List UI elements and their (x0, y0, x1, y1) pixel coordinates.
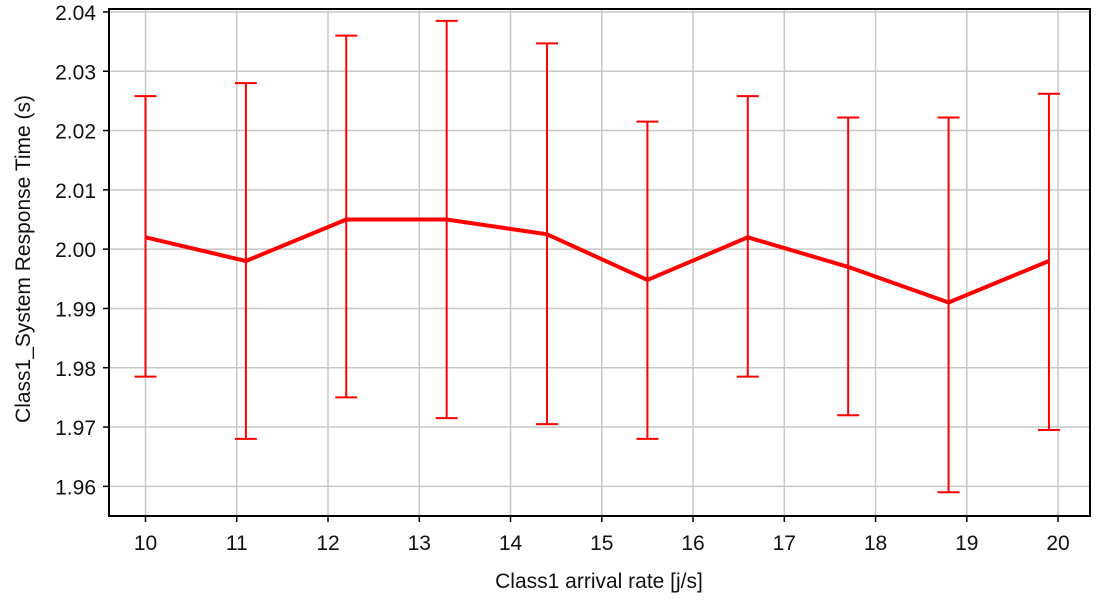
plot-area-frame (108, 8, 1091, 517)
y-axis-label: Class1_System Response Time (s) (12, 95, 35, 423)
x-tick-label: 19 (955, 532, 978, 555)
y-tick-label: 1.98 (55, 358, 96, 381)
x-tick-label: 15 (590, 532, 613, 555)
x-tick-label: 12 (316, 532, 339, 555)
x-tick-label: 13 (408, 532, 431, 555)
y-tick-label: 2.01 (55, 180, 96, 203)
series-line (145, 217, 1050, 305)
x-tick-label: 14 (499, 532, 523, 555)
axis-ticks: 10 11 12 13 14 15 16 17 18 19 20 1.96 1.97 1.98 1.99 2.… (55, 2, 1070, 555)
x-tick-label: 18 (864, 532, 887, 555)
y-tick-label: 1.96 (55, 476, 96, 499)
series-lines (145, 217, 1050, 305)
y-tick-label: 1.99 (55, 298, 96, 321)
x-tick-label: 17 (773, 532, 796, 555)
y-tick-label: 2.02 (55, 121, 96, 144)
x-axis-label: Class1 arrival rate [j/s] (495, 570, 703, 593)
x-tick-label: 16 (681, 532, 704, 555)
y-tick-label: 2.04 (55, 2, 96, 25)
y-tick-label: 2.03 (55, 61, 96, 84)
y-tick-label: 2.00 (55, 239, 96, 262)
y-tick-label: 1.97 (55, 417, 96, 440)
grid (109, 9, 1090, 516)
x-tick-label: 20 (1046, 532, 1069, 555)
x-tick-label: 11 (226, 532, 248, 555)
x-tick-label: 10 (134, 532, 157, 555)
